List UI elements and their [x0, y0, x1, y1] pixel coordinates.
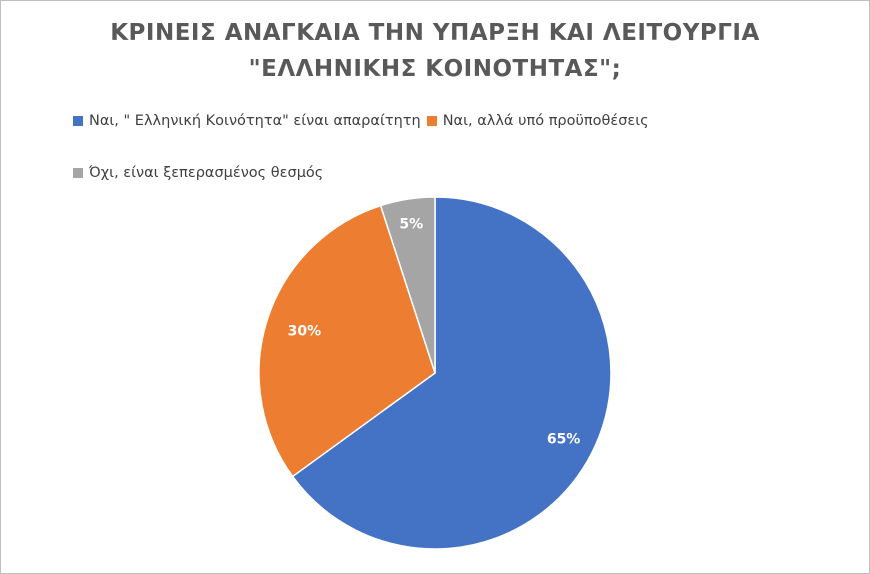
- legend-label-no-outdated: Όχι, είναι ξεπερασμένος θεσμός: [89, 165, 324, 181]
- pie-slice-yes-necessary: [291, 196, 612, 550]
- legend-item-yes-conditions: Ναι, αλλά υπό προϋποθέσεις: [426, 109, 649, 133]
- chart-title-line-1: ΚΡΙΝΕΙΣ ΑΝΑΓΚΑΙΑ ΤΗΝ ΥΠΑΡΞΗ ΚΑΙ ΛΕΙΤΟΥΡΓ…: [110, 20, 760, 46]
- chart-title: ΚΡΙΝΕΙΣ ΑΝΑΓΚΑΙΑ ΤΗΝ ΥΠΑΡΞΗ ΚΑΙ ΛΕΙΤΟΥΡΓ…: [1, 15, 869, 87]
- legend-swatch-no-outdated: [73, 168, 83, 178]
- legend-item-no-outdated: Όχι, είναι ξεπερασμένος θεσμός: [73, 161, 323, 185]
- legend-item-yes-necessary: Ναι, " Ελληνική Κοινότητα" είναι απαραίτ…: [73, 109, 421, 133]
- data-label-yes-necessary: 65%: [547, 432, 581, 448]
- data-label-no-outdated: 5%: [399, 217, 423, 233]
- chart-title-line-2: "ΕΛΛΗΝΙΚΗΣ ΚΟΙΝΟΤΗΤΑΣ";: [248, 56, 622, 82]
- legend-label-yes-necessary: Ναι, " Ελληνική Κοινότητα" είναι απαραίτ…: [89, 113, 421, 129]
- chart-legend: Ναι, " Ελληνική Κοινότητα" είναι απαραίτ…: [73, 109, 833, 185]
- pie-slice-no-outdated: [379, 196, 436, 374]
- legend-swatch-yes-conditions: [426, 116, 437, 126]
- data-label-yes-conditions: 30%: [288, 324, 322, 340]
- legend-swatch-yes-necessary: [73, 116, 83, 126]
- legend-label-yes-conditions: Ναι, αλλά υπό προϋποθέσεις: [442, 113, 649, 129]
- pie-slice-yes-conditions: [258, 204, 436, 478]
